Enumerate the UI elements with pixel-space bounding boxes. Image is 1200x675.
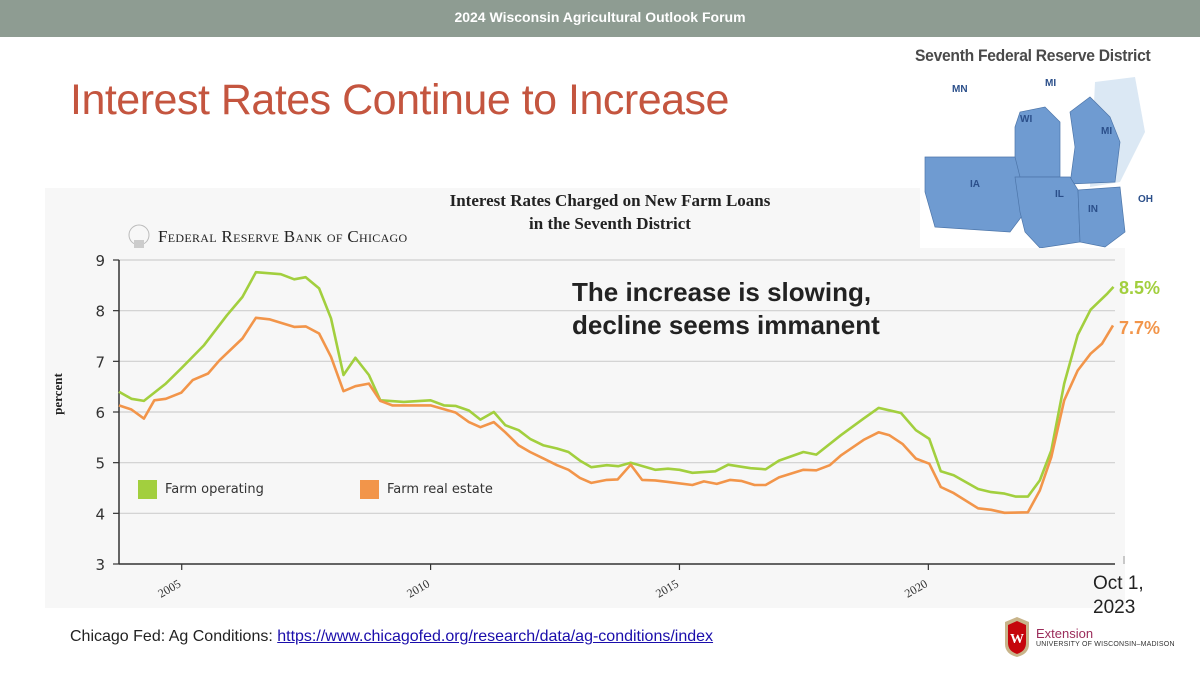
end-date-line-2: 2023: [1093, 597, 1136, 618]
annotation-note: The increase is slowing, decline seems i…: [572, 276, 880, 342]
legend-swatch-green: [138, 480, 157, 499]
map-title: Seventh Federal Reserve District: [915, 46, 1151, 65]
legend-label: Farm real estate: [387, 482, 493, 497]
district-map: MN MI WI MI IA IL IN OH: [920, 72, 1155, 248]
state-ia: [924, 156, 1026, 233]
end-date-label: Oct 1, 2023: [1093, 572, 1144, 620]
state-in: [1077, 186, 1126, 248]
y-tick-label: 3: [95, 556, 105, 574]
end-date-line-1: Oct 1,: [1093, 573, 1144, 594]
chart-area: [45, 188, 1125, 608]
end-label-real-estate: 7.7%: [1119, 318, 1161, 338]
x-tick-label: 2010: [404, 576, 432, 600]
slide-banner: 2024 Wisconsin Agricultural Outlook Foru…: [0, 0, 1200, 37]
chart-title-line-2: in the Seventh District: [529, 214, 691, 233]
frb-logo-text: Federal Reserve Bank of Chicago: [158, 227, 408, 246]
extension-subtitle: UNIVERSITY OF WISCONSIN–MADISON: [1036, 640, 1175, 648]
annotation-line-2: decline seems immanent: [572, 310, 880, 340]
y-tick-label: 4: [95, 505, 105, 523]
map-label: WI: [1020, 114, 1032, 125]
series-line-farm-real-estate: [118, 316, 1115, 515]
map-label: MI: [1101, 126, 1112, 137]
extension-name: Extension: [1036, 625, 1094, 641]
uw-crest-icon: W: [1005, 617, 1029, 657]
legend-farm-real-estate: Farm real estate: [360, 480, 493, 499]
source-link[interactable]: https://www.chicagofed.org/research/data…: [277, 628, 714, 645]
map-label: MN: [952, 84, 968, 95]
legend-label: Farm operating: [165, 482, 264, 497]
eagle-seal-icon: [128, 224, 150, 248]
map-label: MI: [1045, 78, 1056, 89]
y-tick-label: 7: [95, 353, 105, 371]
map-label: OH: [1138, 194, 1153, 205]
slide-title: Interest Rates Continue to Increase: [70, 76, 729, 124]
extension-logo: W Extension UNIVERSITY OF WISCONSIN–MADI…: [1003, 616, 1175, 658]
series-line-farm-operating: [118, 270, 1115, 498]
source-prefix: Chicago Fed: Ag Conditions:: [70, 628, 278, 645]
frb-logo: Federal Reserve Bank of Chicago: [124, 224, 407, 250]
annotation-line-1: The increase is slowing,: [572, 277, 872, 307]
x-tick-label: 2015: [653, 576, 681, 600]
end-label-operating: 8.5%: [1119, 278, 1161, 298]
source-citation: Chicago Fed: Ag Conditions: https://www.…: [70, 628, 713, 646]
map-label: IA: [970, 179, 980, 190]
y-tick-label: 5: [95, 455, 105, 473]
legend-farm-operating: Farm operating: [138, 480, 264, 499]
x-tick-label: 2020: [902, 576, 930, 600]
y-tick-label: 6: [95, 404, 105, 422]
map-label: IL: [1055, 189, 1064, 200]
state-mi: [1069, 96, 1121, 185]
y-tick-label: 8: [95, 303, 105, 321]
y-tick-label: 9: [95, 252, 105, 270]
state-il: [1014, 176, 1081, 248]
legend-swatch-orange: [360, 480, 379, 499]
x-tick-label: 2005: [155, 576, 183, 600]
map-label: IN: [1088, 204, 1098, 215]
crest-letter: W: [1010, 632, 1024, 647]
chart-title-line-1: Interest Rates Charged on New Farm Loans: [449, 191, 771, 210]
chart-title: Interest Rates Charged on New Farm Loans…: [380, 189, 840, 235]
